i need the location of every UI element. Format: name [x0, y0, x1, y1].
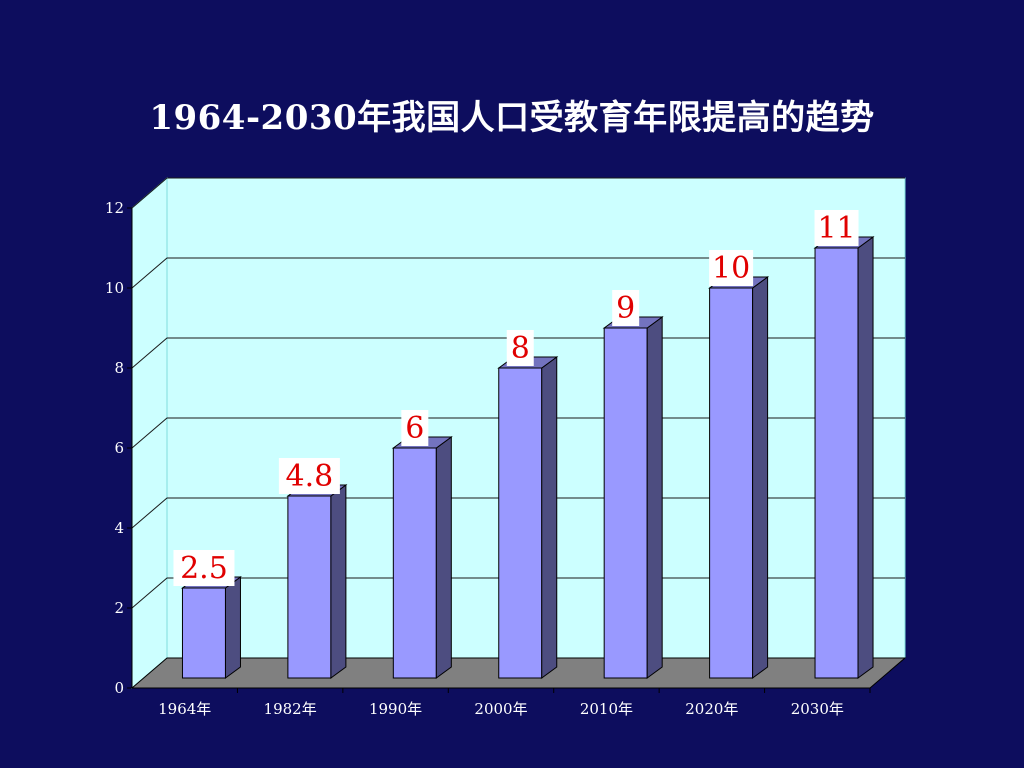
data-label-background — [814, 210, 859, 246]
y-tick-label: 12 — [105, 199, 124, 217]
bar-side — [646, 316, 663, 679]
y-tick-label: 10 — [105, 279, 124, 297]
bar — [498, 367, 543, 679]
chart-title: 1964-2030年我国人口受教育年限提高的趋势 — [149, 98, 875, 138]
data-label: 4.8 — [286, 459, 334, 494]
x-tick-label: 2010年 — [580, 700, 633, 718]
data-label-background — [612, 290, 640, 326]
bar — [392, 447, 437, 679]
y-tick-label: 2 — [114, 599, 124, 617]
data-label-background — [173, 550, 235, 586]
data-label: 6 — [405, 411, 424, 446]
data-label: 2.5 — [180, 551, 228, 586]
x-tick-label: 1964年 — [158, 700, 211, 718]
data-label: 8 — [511, 331, 530, 366]
bar-side — [541, 356, 558, 679]
y-tick-label: 8 — [114, 359, 124, 377]
y-tick-label: 6 — [114, 439, 124, 457]
bar-side — [435, 436, 452, 679]
x-tick-label: 1982年 — [264, 700, 317, 718]
x-tick-label: 2030年 — [791, 700, 844, 718]
bar-side — [224, 576, 241, 679]
y-tick-label: 4 — [114, 519, 124, 537]
data-label-background — [506, 330, 534, 366]
x-tick-label: 1990年 — [369, 700, 422, 718]
y-tick-label: 0 — [114, 679, 124, 697]
x-tick-label: 2020年 — [685, 700, 738, 718]
data-label: 11 — [817, 211, 855, 246]
data-label: 9 — [616, 291, 635, 326]
gridline — [131, 257, 905, 289]
data-label: 10 — [712, 251, 750, 286]
data-label-background — [709, 250, 754, 286]
x-tick-label: 2000年 — [474, 700, 527, 718]
bar-side — [330, 484, 347, 679]
bar — [287, 495, 332, 679]
bar — [709, 287, 754, 679]
bar — [814, 247, 859, 679]
bar — [181, 587, 226, 679]
data-label-background — [278, 458, 340, 494]
gridline — [131, 177, 905, 209]
bar-side — [752, 276, 769, 679]
bar-side — [857, 236, 874, 679]
data-label-background — [401, 410, 429, 446]
bar — [603, 327, 648, 679]
